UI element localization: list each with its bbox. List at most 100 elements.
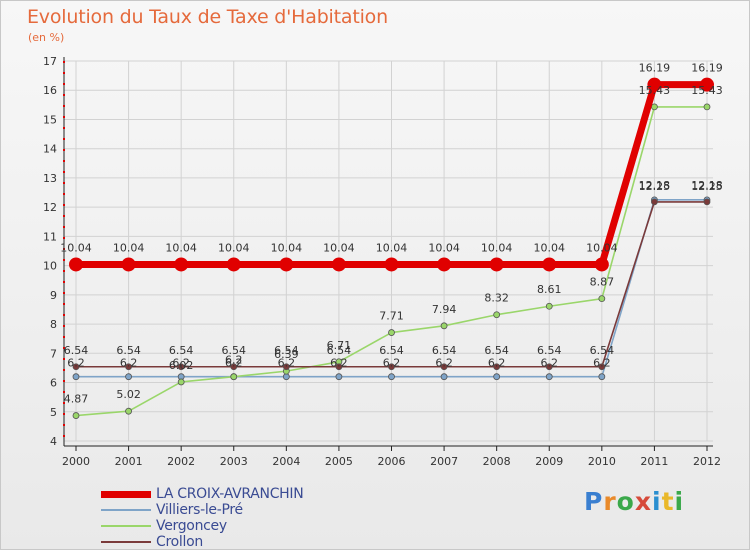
data-point (72, 373, 80, 381)
data-point (594, 257, 609, 272)
data-label: 6.54 (169, 344, 194, 357)
data-point (440, 322, 448, 330)
data-label: 6.54 (432, 344, 457, 357)
data-point (331, 257, 346, 272)
data-label: 5.02 (116, 388, 141, 401)
data-label: 7.94 (432, 303, 457, 316)
data-point (545, 363, 553, 371)
data-label: 6.54 (222, 344, 247, 357)
y-tick-label: 5 (50, 406, 57, 419)
data-label: 6.54 (274, 344, 299, 357)
legend-label: Vergoncey (156, 518, 227, 534)
data-label: 6.39 (274, 348, 299, 361)
data-label: 8.32 (484, 292, 509, 305)
y-tick-label: 17 (43, 55, 57, 68)
x-tick-label: 2005 (325, 455, 353, 468)
data-label: 6.2 (541, 357, 559, 370)
data-point (230, 373, 238, 381)
data-label: 6.54 (484, 344, 509, 357)
data-point (282, 373, 290, 381)
data-point (542, 257, 557, 272)
data-point (647, 77, 662, 92)
legend-label: Villiers-le-Pré (156, 502, 243, 518)
data-label: 6.2 (488, 357, 506, 370)
logo-letter: x (634, 487, 652, 516)
legend-swatch (101, 509, 151, 511)
data-point (440, 363, 448, 371)
data-label: 10.04 (218, 241, 250, 254)
data-point (493, 311, 501, 319)
data-point (388, 363, 395, 371)
logo-letter: t (661, 487, 675, 516)
data-label: 6.54 (327, 344, 352, 357)
data-label: 6.71 (327, 339, 352, 352)
data-point (388, 373, 395, 381)
logo-letter: P (584, 487, 604, 516)
data-point (72, 363, 80, 371)
data-point (703, 198, 711, 206)
logo-letter: o (616, 487, 635, 516)
data-point (125, 373, 132, 381)
data-point (493, 363, 501, 371)
data-label: 8.87 (590, 276, 615, 289)
y-tick-label: 7 (50, 347, 57, 360)
legend-swatch (101, 525, 151, 527)
y-tick-label: 15 (43, 113, 57, 126)
data-label: 10.04 (323, 241, 355, 254)
data-label: 6.2 (120, 357, 138, 370)
data-label: 8.61 (537, 283, 562, 296)
data-label: 6.2 (435, 357, 453, 370)
y-tick-label: 6 (50, 377, 57, 390)
y-tick-label: 4 (50, 435, 57, 448)
data-label: 16.19 (691, 62, 723, 75)
legend-swatch (101, 491, 151, 498)
data-label: 6.54 (537, 344, 562, 357)
data-point (335, 373, 343, 381)
x-tick-label: 2010 (588, 455, 616, 468)
data-label: 6.02 (169, 359, 194, 372)
data-label: 10.04 (481, 241, 513, 254)
y-tick-label: 16 (43, 84, 57, 97)
data-label: 6.2 (225, 354, 243, 367)
series-layer (69, 77, 714, 419)
logo-letter: i (674, 487, 685, 516)
data-label: 16.19 (639, 62, 671, 75)
legend-label: LA CROIX-AVRANCHIN (156, 486, 304, 502)
data-point (72, 412, 80, 419)
logo-letter: r (603, 487, 617, 516)
data-point (125, 363, 132, 371)
data-label: 10.04 (428, 241, 460, 254)
data-point (282, 363, 290, 371)
data-point (384, 257, 399, 272)
y-tick-label: 11 (43, 230, 57, 243)
x-tick-label: 2004 (272, 455, 300, 468)
y-tick-label: 12 (43, 201, 57, 214)
x-tick-label: 2000 (62, 455, 90, 468)
data-label: 12.25 (639, 180, 671, 193)
x-tick-label: 2006 (378, 455, 406, 468)
legend-swatch (101, 541, 151, 543)
data-point (177, 378, 185, 386)
data-label: 6.54 (64, 344, 89, 357)
data-point (700, 77, 714, 92)
data-point (69, 257, 83, 272)
data-label: 10.04 (165, 241, 197, 254)
data-label: 10.04 (534, 241, 566, 254)
x-tick-label: 2001 (115, 455, 143, 468)
data-point (598, 373, 606, 381)
proxiti-logo: Proxiti (584, 487, 684, 516)
data-label: 6.2 (225, 357, 243, 370)
data-point (437, 257, 452, 272)
data-label: 12.18 (691, 179, 723, 192)
data-label: 10.04 (60, 241, 92, 254)
data-point (335, 363, 343, 371)
data-label: 4.87 (64, 393, 89, 406)
data-point (388, 329, 395, 336)
data-label: 10.04 (113, 241, 145, 254)
data-point (598, 295, 606, 303)
data-label: 6.2 (593, 357, 611, 370)
data-label: 7.71 (379, 310, 404, 323)
data-label: 15.43 (639, 84, 671, 97)
y-tick-label: 9 (50, 289, 57, 302)
